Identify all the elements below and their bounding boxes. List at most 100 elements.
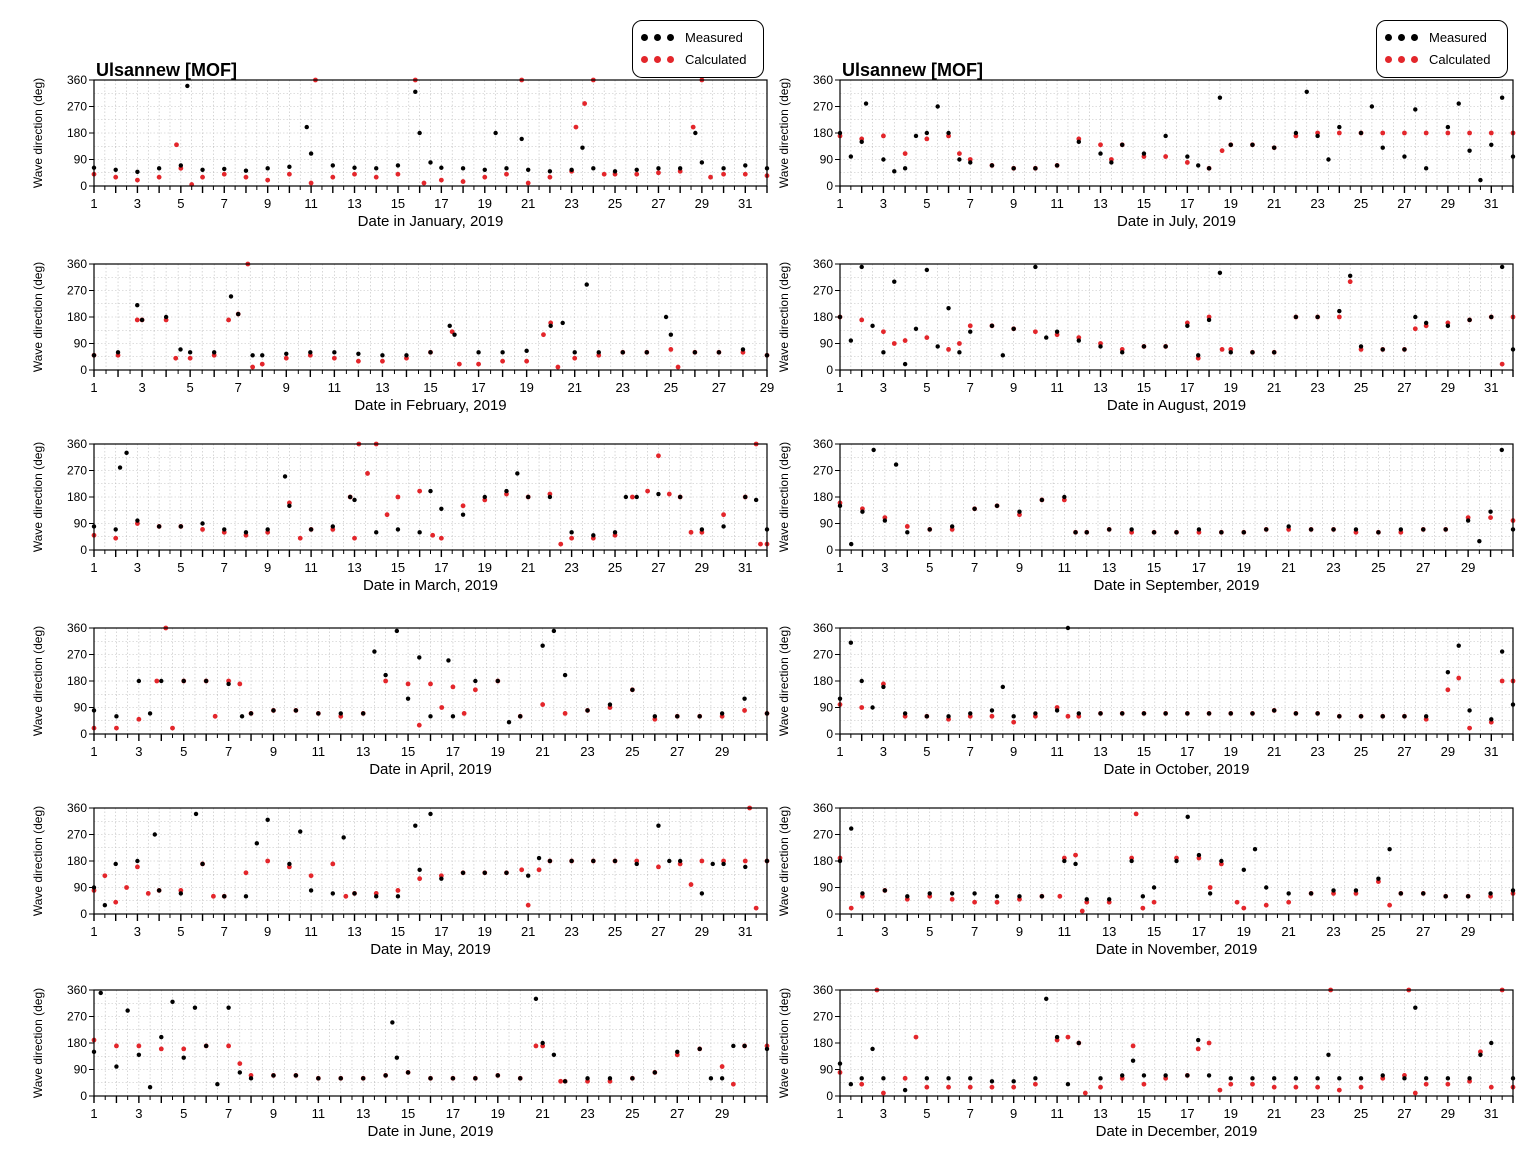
calculated-point (634, 171, 640, 177)
calculated-point (265, 177, 271, 183)
calculated-point (1011, 719, 1017, 725)
calculated-point (1488, 515, 1493, 521)
y-tick-label: 180 (67, 126, 87, 140)
measured-point (719, 711, 725, 716)
measured-point (1387, 847, 1392, 852)
x-axis-label: Date in August, 2019 (1107, 397, 1246, 414)
measured-point (405, 1070, 411, 1075)
calculated-point (1073, 852, 1078, 858)
measured-point (1413, 107, 1418, 112)
calculated-point (1488, 130, 1494, 136)
measured-point (1076, 338, 1082, 343)
x-tick-label: 29 (1441, 196, 1455, 211)
measured-point (612, 858, 618, 864)
measured-point (1098, 344, 1103, 349)
measured-point (1174, 858, 1179, 864)
x-tick-label: 21 (1267, 196, 1281, 211)
measured-point (569, 530, 574, 535)
measured-point (1443, 894, 1448, 899)
measured-point (1488, 509, 1493, 514)
measured-point (902, 711, 908, 716)
measured-point (848, 640, 854, 645)
measured-point (1185, 323, 1190, 329)
measured-point (395, 527, 401, 532)
x-tick-label: 21 (535, 744, 549, 759)
measured-point (1358, 714, 1364, 719)
calculated-point (1130, 1043, 1136, 1049)
measured-point (211, 350, 217, 355)
measured-point (203, 1043, 209, 1049)
measured-point (428, 714, 433, 719)
measured-point (1109, 160, 1114, 165)
measured-point (287, 164, 292, 170)
calculated-point (558, 1078, 564, 1084)
measured-point (460, 870, 466, 875)
y-tick-label: 90 (74, 881, 88, 895)
calculated-point (1241, 905, 1247, 911)
x-tick-label: 3 (880, 380, 887, 395)
measured-point (946, 130, 951, 136)
calculated-point (1445, 687, 1451, 693)
x-tick-label: 15 (1137, 1106, 1151, 1121)
x-tick-label: 5 (180, 744, 187, 759)
calculated-point (753, 905, 759, 911)
calculated-point (395, 888, 401, 893)
calculated-point (211, 893, 216, 899)
x-tick-label: 13 (1102, 560, 1116, 575)
measured-point (1499, 264, 1505, 270)
measured-point (949, 891, 955, 896)
measured-point (113, 167, 118, 173)
measured-point (675, 1049, 680, 1055)
measured-point (1163, 1073, 1168, 1078)
measured-point (1402, 154, 1407, 159)
calculated-point (666, 491, 672, 497)
measured-point (1076, 711, 1082, 716)
measured-point (1358, 344, 1364, 349)
measured-point (1107, 527, 1112, 532)
measured-point (380, 353, 385, 358)
x-tick-label: 13 (1102, 924, 1116, 939)
measured-point (743, 864, 748, 870)
calculated-point (265, 858, 271, 864)
x-tick-label: 27 (670, 744, 684, 759)
measured-point (1044, 335, 1049, 340)
measured-point (413, 823, 418, 828)
calculated-point (1151, 899, 1157, 905)
measured-point (905, 894, 910, 899)
measured-point (1489, 717, 1494, 722)
calculated-point (742, 858, 748, 864)
measured-point (1250, 142, 1255, 147)
x-tick-label: 27 (1397, 744, 1411, 759)
calculated-point (989, 1084, 995, 1090)
calculated-point (174, 142, 179, 148)
x-tick-label: 17 (1180, 744, 1194, 759)
measured-point (1250, 1076, 1255, 1081)
measured-point (405, 696, 411, 701)
x-tick-label: 25 (608, 560, 622, 575)
calculated-point (946, 1084, 951, 1090)
measured-point (551, 1052, 557, 1057)
y-tick-label: 180 (813, 674, 833, 688)
calculated-point (957, 341, 962, 346)
measured-point (1489, 142, 1494, 147)
y-tick-label: 90 (820, 1063, 834, 1077)
measured-point (1376, 876, 1381, 881)
x-tick-label: 25 (1371, 560, 1385, 575)
x-tick-label: 7 (221, 924, 228, 939)
calculated-point (1293, 1084, 1299, 1090)
measured-point (1271, 1076, 1277, 1081)
measured-point (677, 494, 683, 500)
x-tick-label: 3 (134, 196, 141, 211)
measured-point (1402, 714, 1407, 719)
measured-point (482, 494, 487, 500)
measured-point (1206, 166, 1212, 171)
measured-point (721, 524, 726, 529)
x-tick-label: 5 (923, 1106, 930, 1121)
x-tick-label: 11 (312, 1106, 326, 1121)
x-tick-label: 11 (1058, 560, 1072, 575)
x-tick-label: 9 (1016, 560, 1023, 575)
measured-point (332, 350, 337, 355)
measured-point (265, 527, 270, 532)
